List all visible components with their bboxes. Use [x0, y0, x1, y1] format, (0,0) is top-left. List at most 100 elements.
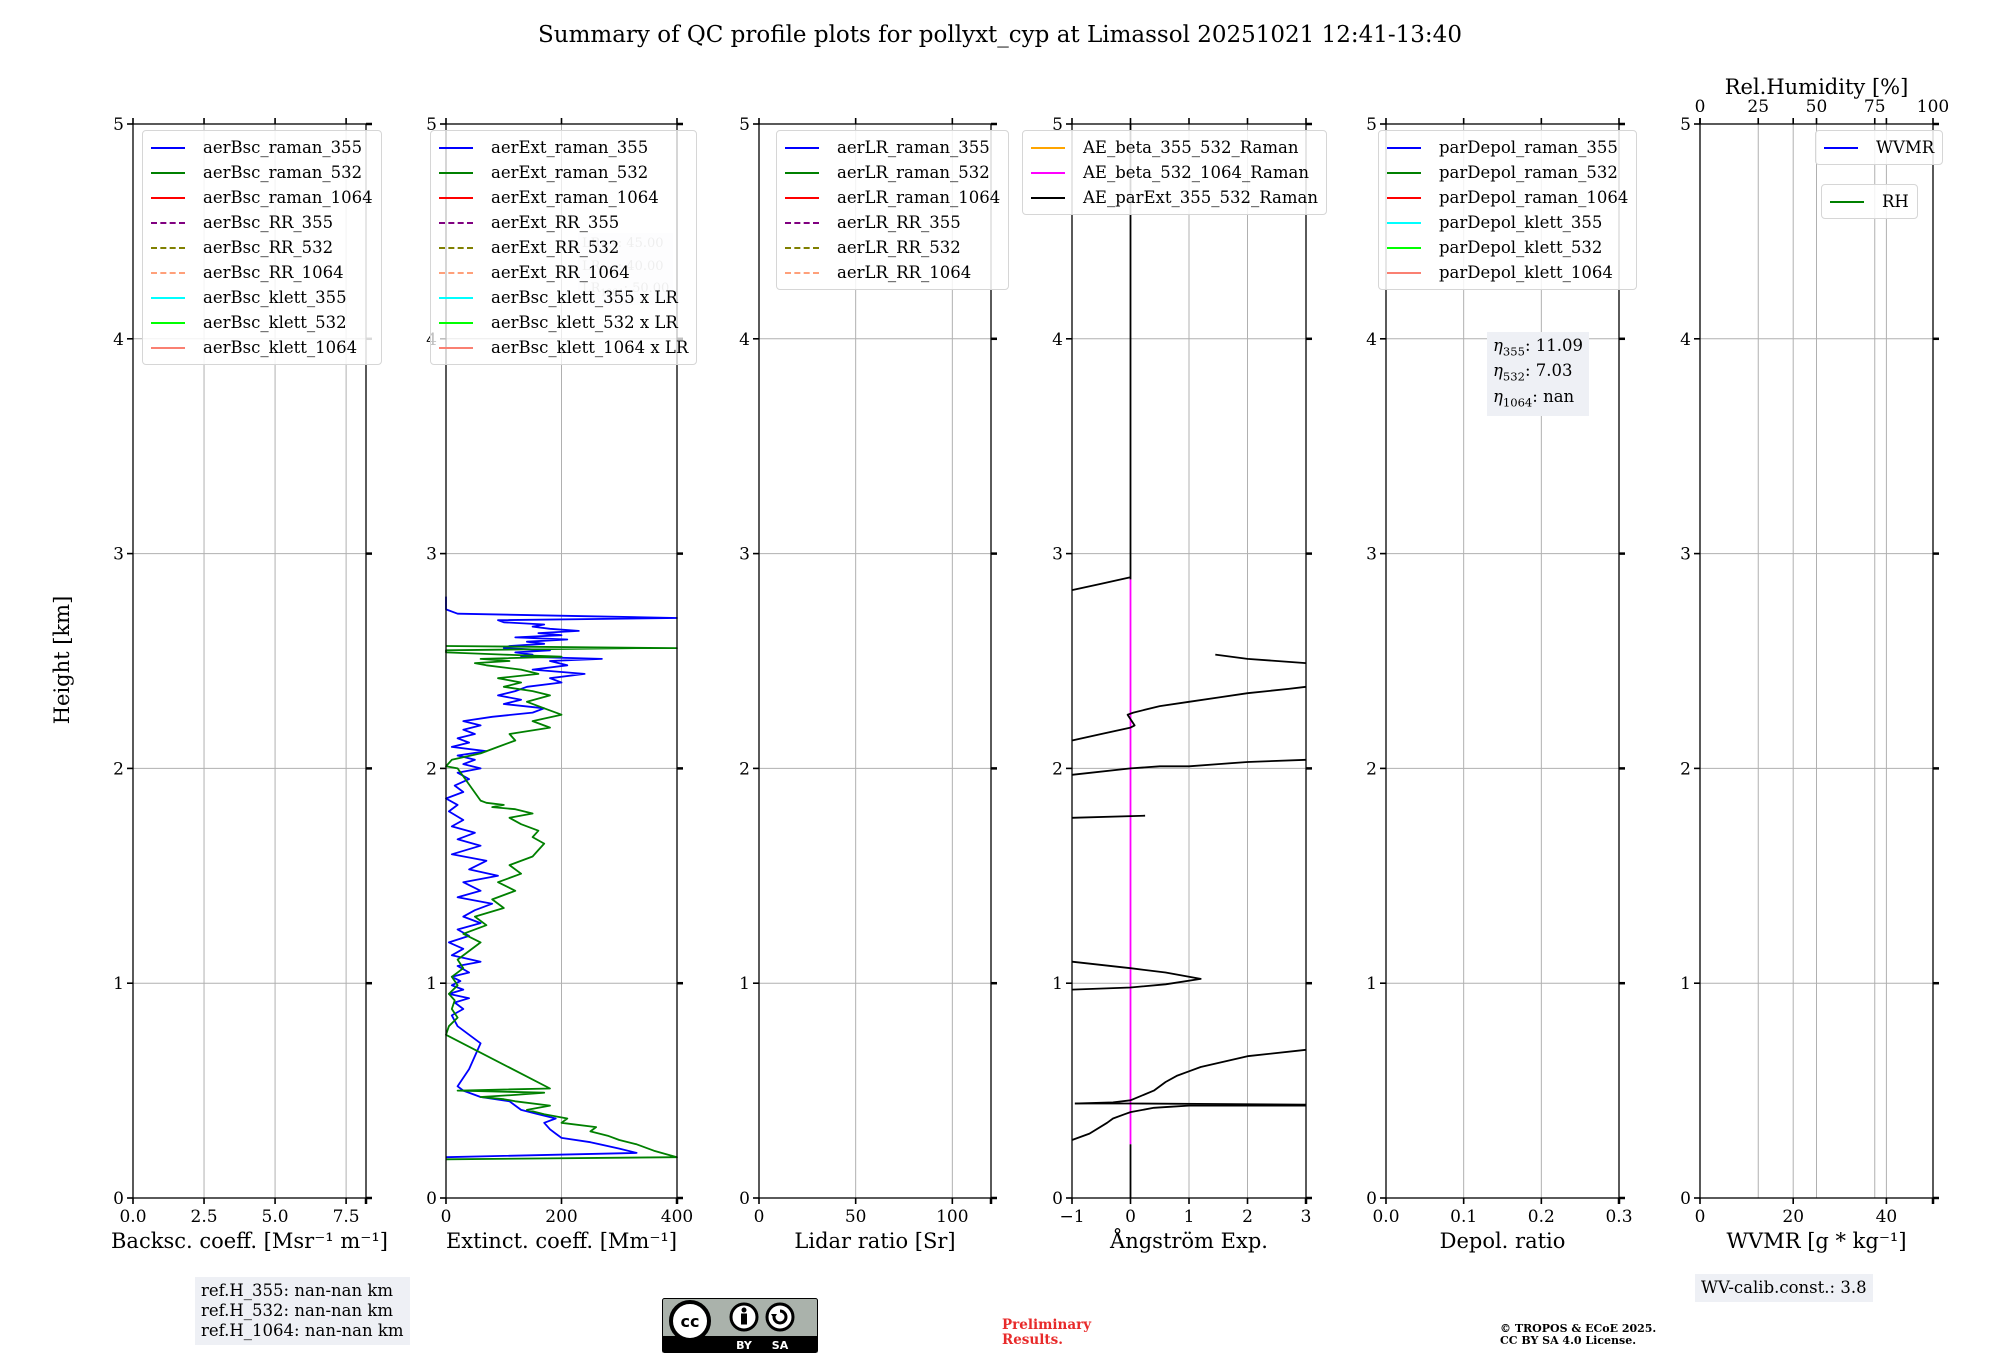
legend-item: AE_parExt_355_532_Raman	[1031, 185, 1318, 210]
y-tick-label: 0	[426, 1189, 437, 1209]
y-tick-label: 0	[1052, 1189, 1063, 1209]
legend-swatch	[439, 346, 473, 349]
x-tick-label: 5.0	[262, 1207, 289, 1227]
y-tick-label: 0	[113, 1189, 124, 1209]
preliminary-results-note: Preliminary Results.	[1002, 1318, 1091, 1348]
legend-label: aerLR_RR_1064	[837, 263, 972, 282]
wv-calibration-info: WV-calib.const.: 3.8	[1695, 1274, 1873, 1302]
legend-item: aerBsc_klett_1064 x LR	[439, 335, 688, 360]
ref-h-355: ref.H_355: nan-nan km	[201, 1281, 393, 1300]
legend-item: parDepol_raman_532	[1387, 160, 1628, 185]
legend-label: aerBsc_raman_1064	[203, 188, 373, 207]
y-tick-label: 3	[739, 545, 750, 565]
x-tick-label: 0.2	[1528, 1207, 1555, 1227]
series-AE_parExt_355_532_Raman	[1071, 685, 1307, 742]
legend-item: parDepol_raman_355	[1387, 135, 1628, 160]
copyright-line-1: © TROPOS & ECoE 2025.	[1500, 1322, 1657, 1335]
legend-swatch	[785, 221, 819, 224]
axes-frame	[132, 123, 367, 1199]
cc-text: cc	[681, 1312, 700, 1331]
x-tick-label: 0	[441, 1207, 452, 1227]
x-tick-label: 0.1	[1450, 1207, 1477, 1227]
y-tick-label: 5	[739, 115, 750, 135]
y-tick-label: 5	[1366, 115, 1377, 135]
y-tick-label: 3	[1052, 545, 1063, 565]
legend-label: aerExt_RR_355	[491, 213, 620, 232]
series-AE_parExt_355_532_Raman	[1074, 1048, 1307, 1105]
series-AE_parExt_355_532_Raman	[1071, 960, 1202, 991]
copyright-line-2: CC BY SA 4.0 License.	[1500, 1334, 1637, 1347]
legend-swatch	[785, 271, 819, 274]
legend-swatch	[439, 321, 473, 324]
legend-angstrom: AE_beta_355_532_Raman AE_beta_532_1064_Ra…	[1022, 130, 1327, 215]
legend-item: aerBsc_klett_355	[151, 285, 373, 310]
legend-swatch	[151, 196, 185, 199]
x-tick-label: 0.3	[1605, 1207, 1632, 1227]
legend-item: aerExt_RR_355	[439, 210, 688, 235]
legend-label: aerBsc_RR_355	[203, 213, 334, 232]
rh-tick-label: 100	[1917, 97, 1949, 117]
x-tick-label: 40	[1876, 1207, 1898, 1227]
legend-swatch	[785, 146, 819, 149]
legend-item: aerBsc_raman_355	[151, 135, 373, 160]
legend-item: aerBsc_klett_532	[151, 310, 373, 335]
figure-title: Summary of QC profile plots for pollyxt_…	[538, 22, 1462, 48]
legend-depol: parDepol_raman_355 parDepol_raman_532 parD…	[1378, 130, 1638, 290]
y-tick-label: 2	[426, 759, 437, 779]
panel-ext: 0123450200400Extinct. coeff. [Mm⁻¹]	[426, 115, 693, 1253]
legend-label: aerBsc_klett_532	[203, 313, 347, 332]
x-axis-label: WVMR [g * kg⁻¹]	[1726, 1229, 1906, 1253]
legend-item: parDepol_klett_1064	[1387, 260, 1628, 285]
legend-item: WVMR	[1824, 135, 1934, 160]
legend-swatch	[151, 296, 185, 299]
legend-item: aerBsc_raman_1064	[151, 185, 373, 210]
legend-swatch	[151, 321, 185, 324]
legend-item: aerLR_raman_355	[785, 135, 1000, 160]
y-tick-label: 1	[113, 974, 124, 994]
axes-frame	[758, 123, 992, 1199]
legend-swatch	[1824, 146, 1858, 149]
y-tick-label: 2	[1366, 759, 1377, 779]
legend-swatch	[439, 296, 473, 299]
y-tick-label: 1	[1366, 974, 1377, 994]
rh-tick-label: 75	[1864, 97, 1886, 117]
legend-label: aerExt_raman_1064	[491, 188, 659, 207]
legend-item: aerLR_raman_532	[785, 160, 1000, 185]
legend-label: aerBsc_klett_1064	[203, 338, 358, 357]
y-tick-label: 3	[1680, 545, 1691, 565]
x-axis-label: Ångström Exp.	[1109, 1228, 1268, 1253]
rh-tick-label: 50	[1806, 97, 1828, 117]
series-AE_parExt_355_532_Raman	[1071, 576, 1131, 591]
legend-item: aerExt_raman_532	[439, 160, 688, 185]
legend-label: aerBsc_raman_355	[203, 138, 363, 157]
legend-item: aerBsc_RR_1064	[151, 260, 373, 285]
y-tick-label: 0	[1366, 1189, 1377, 1209]
legend-label: parDepol_klett_1064	[1439, 263, 1613, 282]
legend-label: parDepol_raman_1064	[1439, 188, 1629, 207]
y-tick-label: 2	[1680, 759, 1691, 779]
legend-item: aerBsc_RR_532	[151, 235, 373, 260]
x-tick-label: 3	[1301, 1207, 1312, 1227]
legend-item: aerLR_raman_1064	[785, 185, 1000, 210]
legend-label: aerLR_RR_355	[837, 213, 961, 232]
cc-license-badge: cc BY SA	[662, 1298, 818, 1353]
legend-swatch	[439, 146, 473, 149]
x-tick-label: 0	[754, 1207, 765, 1227]
y-tick-label: 1	[739, 974, 750, 994]
legend-item: parDepol_klett_532	[1387, 235, 1628, 260]
legend-item: aerBsc_klett_355 x LR	[439, 285, 688, 310]
legend-label: AE_beta_532_1064_Raman	[1083, 163, 1309, 182]
x-tick-label: 400	[661, 1207, 693, 1227]
legend-label: parDepol_raman_355	[1439, 138, 1618, 157]
y-tick-label: 5	[1680, 115, 1691, 135]
legend-swatch	[1031, 146, 1065, 149]
y-tick-label: 2	[1052, 759, 1063, 779]
x-axis-label: Lidar ratio [Sr]	[794, 1229, 955, 1253]
eta-1064: η1064: nan	[1493, 386, 1575, 409]
legend-extinction: aerExt_raman_355 aerExt_raman_532 aerExt_r…	[430, 130, 698, 365]
x-tick-label: 0.0	[1372, 1207, 1399, 1227]
x-axis-label: Backsc. coeff. [Msr⁻¹ m⁻¹]	[111, 1229, 388, 1253]
y-tick-label: 4	[113, 330, 124, 350]
